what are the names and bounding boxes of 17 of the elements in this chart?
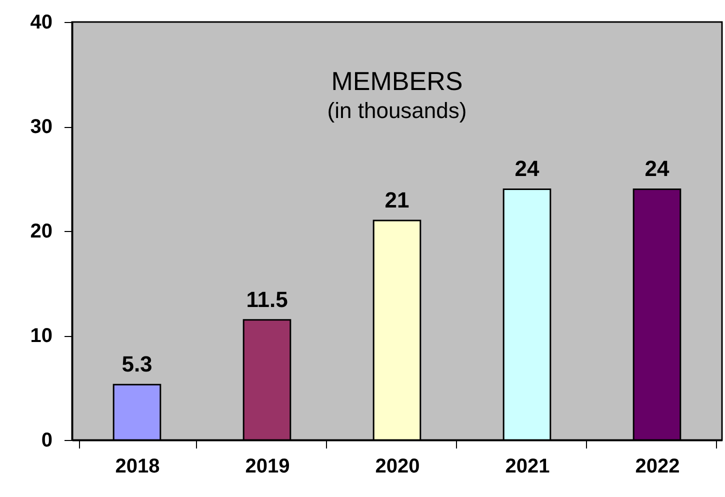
y-tick-label: 20 [30, 220, 52, 242]
data-label: 24 [514, 156, 540, 182]
y-tick-label: 0 [41, 430, 52, 452]
x-tick-label: 2022 [635, 456, 680, 478]
y-tick-label: 30 [30, 116, 52, 138]
data-label: 11.5 [246, 286, 288, 312]
data-label: 24 [644, 156, 670, 182]
text: (in thousands) [327, 98, 467, 123]
y-tick-label: 40 [30, 12, 52, 34]
x-tick-label: 2020 [375, 456, 420, 478]
data-label: 21 [384, 188, 410, 213]
x-tick-label: 2021 [505, 456, 550, 478]
x-tick-label: 2018 [115, 456, 160, 478]
data-label: 5.3 [122, 352, 152, 377]
x-tick-label: 2019 [245, 456, 290, 478]
text: MEMBERS [331, 66, 463, 96]
y-tick-label: 10 [30, 325, 52, 347]
